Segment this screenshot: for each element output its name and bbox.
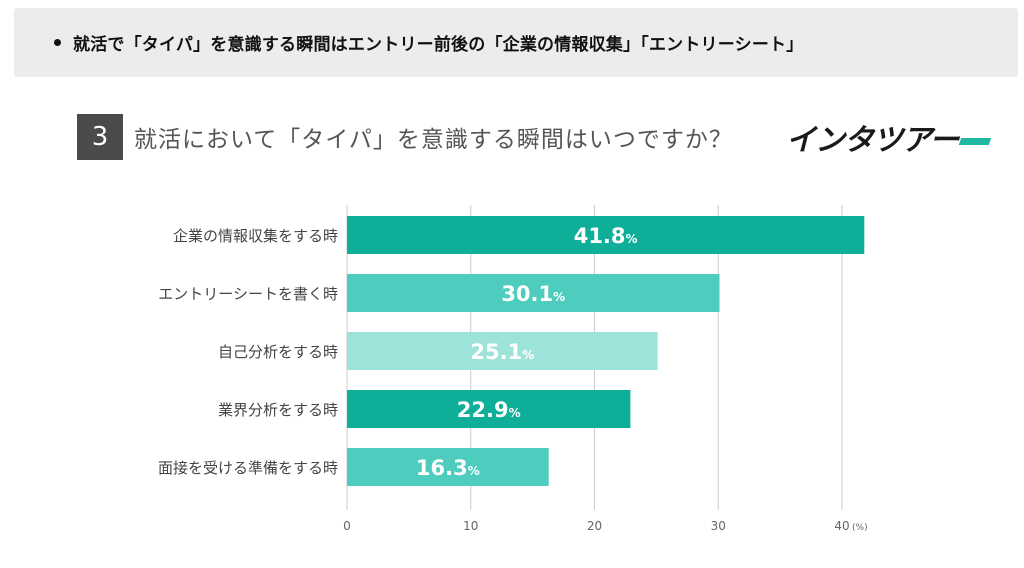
bar bbox=[347, 332, 658, 370]
question-number-badge: 3 bbox=[77, 114, 123, 160]
banner-text: 就活で「タイパ」を意識する瞬間はエントリー前後の「企業の情報収集」「エントリーシ… bbox=[73, 35, 804, 55]
data-label-suffix: % bbox=[626, 232, 638, 246]
summary-banner: 就活で「タイパ」を意識する瞬間はエントリー前後の「企業の情報収集」「エントリーシ… bbox=[14, 8, 1018, 77]
bar bbox=[347, 390, 631, 428]
x-axis-unit: (%) bbox=[852, 523, 868, 533]
x-tick-label: 20 bbox=[587, 519, 602, 533]
category-label: 面接を受ける準備をする時 bbox=[158, 459, 338, 477]
category-label: 自己分析をする時 bbox=[218, 343, 338, 361]
question-title: 就活において「タイパ」を意識する瞬間はいつですか？ bbox=[134, 127, 733, 153]
bullet-icon bbox=[54, 39, 61, 46]
data-label-suffix: % bbox=[468, 464, 480, 478]
category-label: エントリーシートを書く時 bbox=[158, 285, 338, 303]
category-label: 業界分析をする時 bbox=[218, 401, 338, 419]
data-label-value: 16.3 bbox=[416, 456, 468, 480]
data-label-value: 41.8 bbox=[574, 224, 626, 248]
x-tick-label: 0 bbox=[343, 519, 351, 533]
x-tick-label: 40 bbox=[834, 519, 849, 533]
data-label-value: 25.1 bbox=[470, 340, 522, 364]
data-label-suffix: % bbox=[553, 290, 565, 304]
bar bbox=[347, 448, 549, 486]
data-label: 30.1% bbox=[501, 282, 565, 306]
bar bbox=[347, 216, 865, 254]
brand-logo: インタツアー bbox=[786, 115, 992, 159]
data-label: 25.1% bbox=[470, 340, 534, 364]
data-label-suffix: % bbox=[522, 348, 534, 362]
data-label-value: 30.1 bbox=[501, 282, 553, 306]
x-tick-label: 10 bbox=[463, 519, 478, 533]
data-label-value: 22.9 bbox=[457, 398, 509, 422]
brand-logo-text: インタツアー bbox=[786, 123, 959, 158]
bar bbox=[347, 274, 720, 312]
category-label: 企業の情報収集をする時 bbox=[173, 227, 338, 245]
data-label-suffix: % bbox=[509, 406, 521, 420]
data-label: 16.3% bbox=[416, 456, 480, 480]
data-label: 41.8% bbox=[574, 224, 638, 248]
x-tick-label: 30 bbox=[711, 519, 726, 533]
data-label: 22.9% bbox=[457, 398, 521, 422]
